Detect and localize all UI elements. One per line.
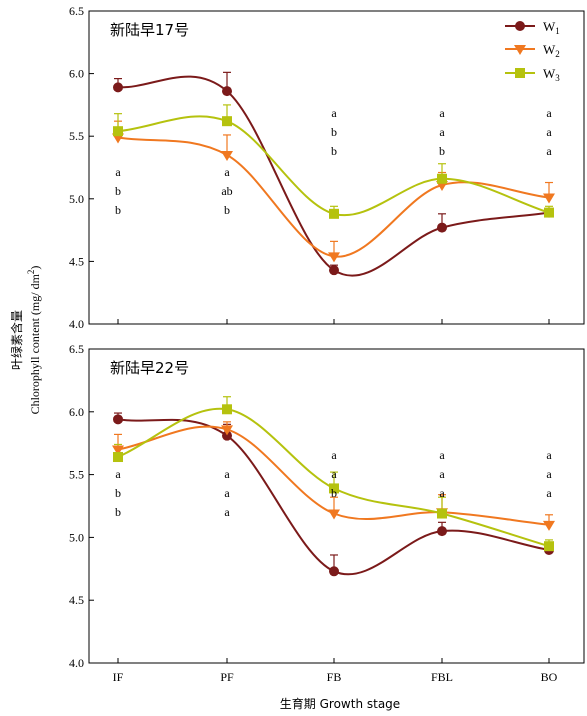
legend: W1 W2 W3 (505, 19, 560, 83)
plot-frame (88, 348, 585, 664)
point-w1 (437, 222, 447, 233)
point-w2 (543, 520, 555, 531)
significance-letter: a (439, 125, 445, 139)
y-tick-label: 6.0 (69, 405, 84, 419)
point-w3 (113, 126, 123, 137)
significance-letter: a (331, 467, 337, 481)
point-w3 (437, 173, 447, 184)
y-tick-label: 6.5 (69, 342, 84, 356)
significance-letter: a (224, 467, 230, 481)
legend-item-w1: W1 (505, 19, 560, 36)
point-w1 (113, 414, 123, 425)
significance-letter: a (546, 486, 552, 500)
point-w1 (437, 526, 447, 537)
y-axis-label-en: Chlorophyll content (mg/ dm2) (26, 266, 42, 415)
significance-letter: ab (221, 184, 232, 198)
x-tick-label: FB (327, 670, 342, 684)
plot-frame (88, 10, 585, 325)
point-w1 (222, 86, 232, 97)
point-w3 (437, 508, 447, 519)
legend-label-w3: W3 (543, 66, 560, 83)
significance-letter: b (331, 486, 337, 500)
point-w3 (544, 541, 554, 552)
point-w3 (222, 116, 232, 127)
point-w1 (329, 566, 339, 577)
significance-letter: b (115, 203, 121, 217)
significance-letter: a (224, 505, 230, 519)
x-tick-label: BO (541, 670, 558, 684)
panel-bottom: 4.04.55.05.56.06.5IF PF FB FBL BO新陆早22号abbaa… (69, 342, 585, 684)
significance-letter: a (546, 125, 552, 139)
legend-item-w3: W3 (505, 66, 560, 83)
y-tick-label: 4.5 (69, 593, 84, 607)
y-tick-label: 4.0 (69, 317, 84, 331)
significance-letter: a (115, 467, 121, 481)
point-w3 (113, 452, 123, 463)
significance-letter: b (115, 505, 121, 519)
point-w3 (544, 207, 554, 218)
panel-title: 新陆早17号 (110, 21, 189, 39)
significance-letter: a (224, 165, 230, 179)
y-tick-label: 5.0 (69, 192, 84, 206)
significance-letter: a (331, 448, 337, 462)
point-w2 (221, 425, 233, 436)
y-tick-label: 4.5 (69, 254, 84, 268)
point-w3 (329, 208, 339, 219)
significance-letter: b (331, 125, 337, 139)
y-tick-label: 6.0 (69, 67, 84, 81)
y-axis-label-cn: 叶绿素含量 (9, 310, 24, 370)
point-w3 (222, 404, 232, 415)
significance-letter: a (546, 467, 552, 481)
y-tick-label: 5.5 (69, 129, 84, 143)
y-tick-label: 5.5 (69, 468, 84, 482)
x-tick-label: FBL (431, 670, 453, 684)
significance-letter: a (331, 106, 337, 120)
point-w1 (329, 265, 339, 276)
legend-marker-w1 (515, 21, 525, 31)
significance-letter: a (439, 486, 445, 500)
significance-letter: b (439, 144, 445, 158)
y-tick-label: 6.5 (69, 4, 84, 18)
significance-letter: a (546, 106, 552, 120)
legend-label-w1: W1 (543, 19, 560, 36)
significance-letter: b (115, 184, 121, 198)
legend-label-w2: W2 (543, 42, 560, 59)
legend-item-w2: W2 (505, 42, 560, 59)
x-axis-label: 生育期 Growth stage (280, 696, 400, 711)
significance-letter: b (224, 203, 230, 217)
significance-letter: a (439, 467, 445, 481)
point-w2 (543, 193, 555, 204)
significance-letter: a (439, 448, 445, 462)
significance-letter: a (224, 486, 230, 500)
significance-letter: a (546, 144, 552, 158)
y-tick-label: 5.0 (69, 530, 84, 544)
significance-letter: a (546, 448, 552, 462)
point-w2 (328, 509, 340, 520)
significance-letter: b (331, 144, 337, 158)
legend-marker-w2 (514, 45, 526, 55)
significance-letter: a (439, 106, 445, 120)
y-tick-label: 4.0 (69, 656, 84, 670)
panel-title: 新陆早22号 (110, 359, 189, 377)
legend-marker-w3 (515, 68, 525, 78)
point-w2 (112, 445, 124, 456)
significance-letter: a (115, 165, 121, 179)
point-w1 (113, 82, 123, 93)
point-w3 (329, 483, 339, 494)
significance-letter: b (115, 486, 121, 500)
x-tick-label: PF (220, 670, 234, 684)
point-w2 (221, 150, 233, 161)
point-w2 (328, 252, 340, 263)
x-tick-label: IF (113, 670, 124, 684)
y-axis-label: 叶绿素含量 Chlorophyll content (mg/ dm2) (9, 266, 42, 415)
point-w1 (222, 430, 232, 441)
